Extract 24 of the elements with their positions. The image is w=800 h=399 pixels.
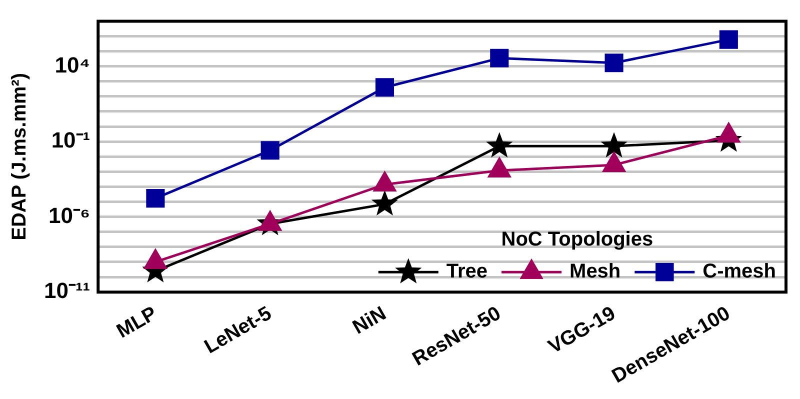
point — [375, 78, 394, 97]
legend-title: NoC Topologies — [501, 228, 654, 251]
point — [604, 54, 624, 72]
x-tick-label: NiN — [349, 302, 390, 339]
point — [719, 30, 738, 49]
point — [488, 158, 510, 178]
point — [259, 211, 282, 231]
point — [718, 123, 740, 143]
y-tick-label: 10⁻⁶ — [48, 202, 90, 228]
legend-label: Tree — [446, 260, 488, 283]
x-tick-label: MLP — [113, 302, 161, 343]
point — [603, 152, 626, 172]
point — [490, 48, 509, 68]
y-tick-label: 10⁻¹ — [51, 128, 90, 153]
legend-label: C-mesh — [702, 260, 776, 283]
point — [371, 190, 398, 216]
point — [374, 172, 396, 192]
point — [144, 249, 166, 269]
y-tick-label: 10⁴ — [54, 52, 90, 78]
legend-label: Mesh — [570, 260, 621, 283]
y-axis-title: EDAP (J.ms.mm²) — [8, 72, 31, 240]
point — [486, 132, 513, 158]
point — [600, 132, 628, 158]
y-tick-label: 10⁻¹¹ — [44, 278, 90, 304]
